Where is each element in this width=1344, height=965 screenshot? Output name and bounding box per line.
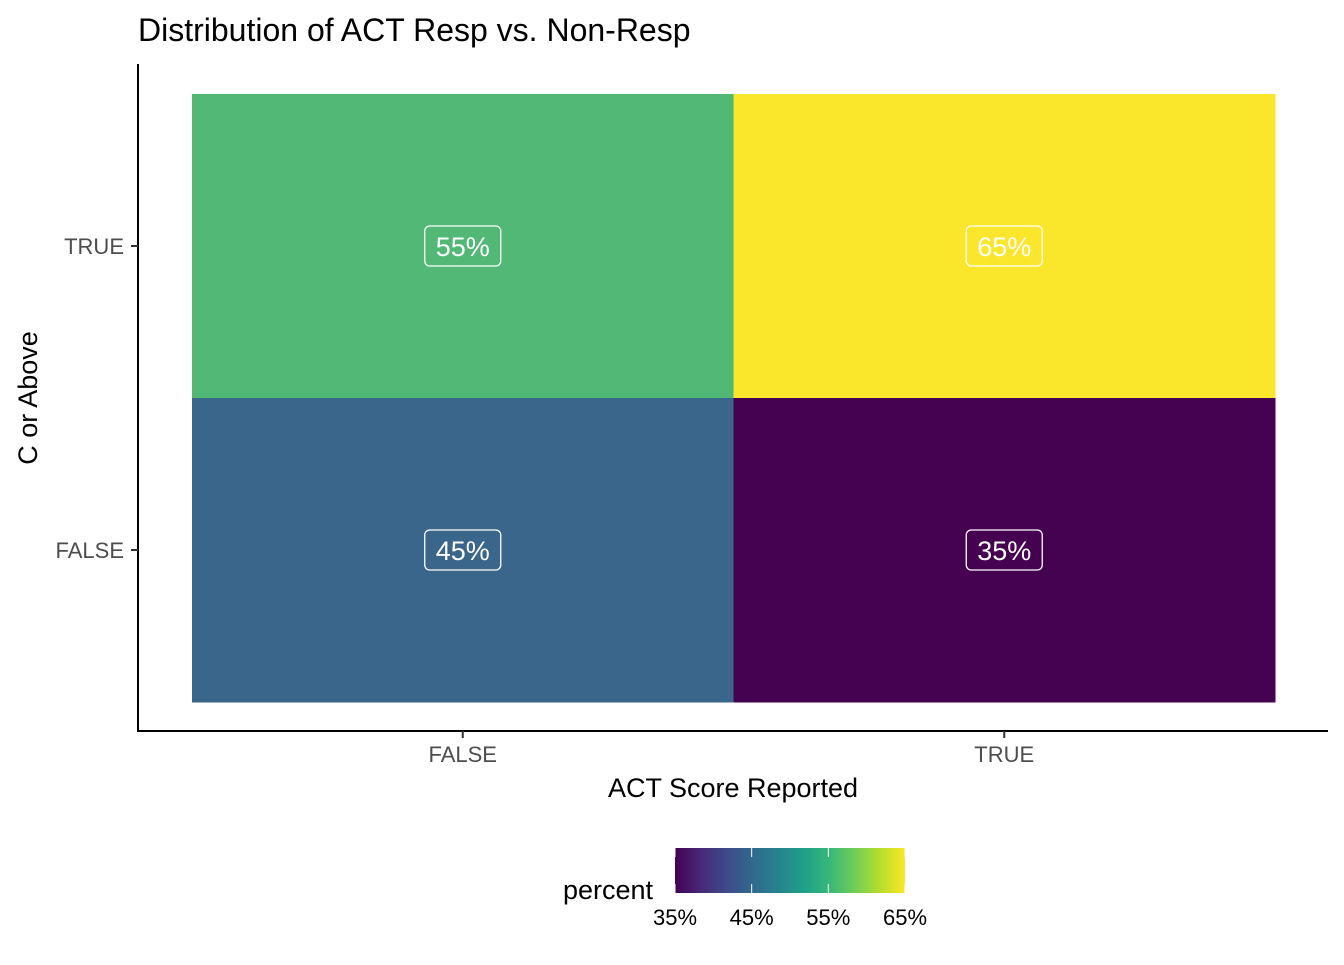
y-axis-title: C or Above [13,331,43,465]
x-axis-title: ACT Score Reported [608,773,858,803]
cell-label-text: 65% [977,232,1031,262]
cell-label: 65% [965,225,1043,267]
y-tick-label: TRUE [64,234,124,259]
heatmap-cells [192,94,1276,703]
x-tick-label: FALSE [429,742,497,767]
x-tick-label: TRUE [974,742,1034,767]
legend-ticks: 35% 45% 55% 65% [653,848,927,930]
cell-label-text: 35% [977,536,1031,566]
legend-tick-label: 65% [883,905,927,930]
cell-label-box [424,225,502,267]
chart-title: Distribution of ACT Resp vs. Non-Resp [138,12,691,48]
cell-label: 35% [965,529,1043,571]
legend-colorbar [675,848,905,893]
cell-label: 55% [424,225,502,267]
cell-label-text: 55% [436,232,490,262]
legend-tick-label: 55% [806,905,850,930]
y-axis-ticks: FALSE TRUE [56,234,138,563]
cell-label: 45% [424,529,502,571]
cell-label-box [965,225,1043,267]
legend-tick-label: 45% [730,905,774,930]
cell-label-text: 45% [436,536,490,566]
color-legend: percent 35% 45% 55% 65% [563,848,927,930]
x-axis-ticks: FALSE TRUE [429,731,1034,767]
legend-tick-label: 35% [653,905,697,930]
legend-title: percent [563,875,654,905]
heatmap-cell-labels: 55% 65% 45% 35% [424,225,1043,571]
cell-label-box [965,529,1043,571]
y-tick-label: FALSE [56,538,124,563]
cell-label-box [424,529,502,571]
